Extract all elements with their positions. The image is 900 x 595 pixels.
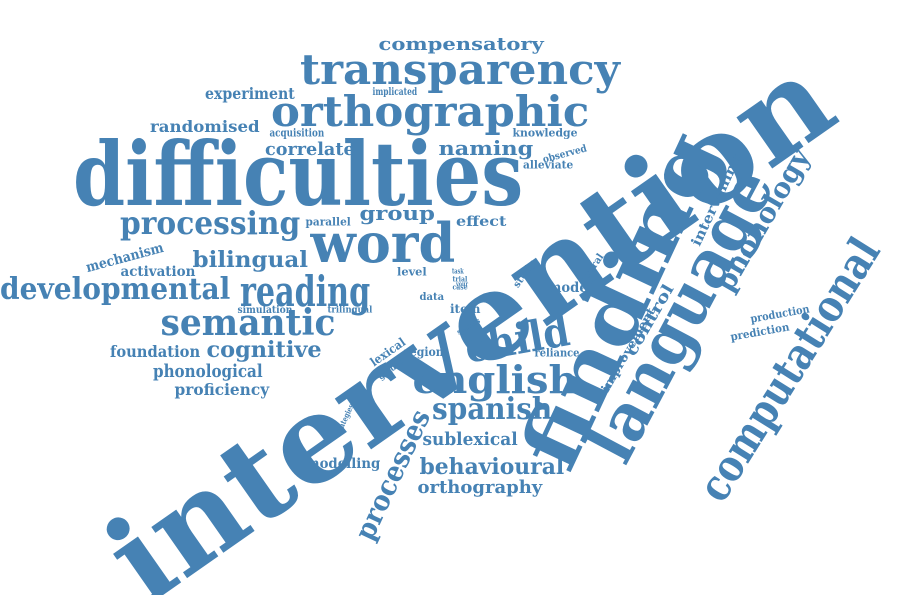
cloud-word-spanish: spanish — [432, 392, 553, 427]
cloud-word-case: case — [452, 282, 468, 292]
cloud-word-sublexical: sublexical — [422, 429, 518, 450]
cloud-word-proficiency: proficiency — [174, 380, 270, 399]
cloud-word-item: item — [450, 302, 481, 316]
cloud-word-orthographic: orthographic — [271, 87, 590, 136]
cloud-word-parallel: parallel — [305, 215, 351, 229]
cloud-word-alleviate: alleviate — [523, 158, 574, 172]
cloud-word-implicated: implicated — [372, 87, 418, 98]
cloud-word-group: group — [359, 201, 435, 225]
cloud-word-trilingual: trilingual — [327, 305, 373, 316]
cloud-word-experiment: experiment — [205, 84, 295, 103]
cloud-word-semantic: semantic — [160, 302, 336, 344]
cloud-word-difficulties: difficulties — [73, 122, 524, 226]
cloud-word-bilingual: bilingual — [192, 247, 308, 273]
cloud-word-transparency: transparency — [300, 45, 620, 94]
cloud-word-model: model — [547, 280, 593, 296]
cloud-word-data: data — [419, 292, 445, 303]
cloud-word-reading: reading — [240, 267, 371, 316]
cloud-word-acquisition: acquisition — [269, 126, 325, 140]
cloud-word-level: level — [397, 265, 427, 279]
cloud-word-effect: effect — [456, 214, 507, 230]
cloud-word-behavioural: behavioural — [419, 454, 565, 480]
cloud-word-compensatory: compensatory — [378, 34, 544, 55]
cloud-word-naming: naming — [438, 136, 534, 160]
cloud-word-knowledge: knowledge — [512, 126, 578, 140]
cloud-word-english: english — [412, 357, 578, 402]
cloud-word-correlate: correlate — [265, 139, 355, 160]
cloud-word-activation: activation — [120, 264, 196, 280]
cloud-word-your: your — [456, 281, 469, 288]
cloud-word-modelling: modelling — [305, 456, 381, 472]
cloud-word-trial: trial — [452, 274, 468, 284]
cloud-word-cognitive: cognitive — [206, 337, 322, 363]
cloud-word-region: region — [404, 345, 444, 359]
cloud-word-developmental: developmental — [0, 272, 231, 307]
cloud-word-simulation: simulation — [237, 305, 293, 316]
cloud-word-reliance: reliance — [534, 346, 580, 360]
cloud-word-word: word — [310, 211, 456, 275]
cloud-word-orthography: orthography — [417, 477, 543, 498]
cloud-word-foundation: foundation — [110, 342, 201, 361]
cloud-word-task: task — [452, 266, 464, 276]
cloud-word-randomised: randomised — [150, 117, 260, 136]
cloud-word-processing: processing — [120, 204, 301, 242]
cloud-word-phonological: phonological — [153, 361, 263, 382]
